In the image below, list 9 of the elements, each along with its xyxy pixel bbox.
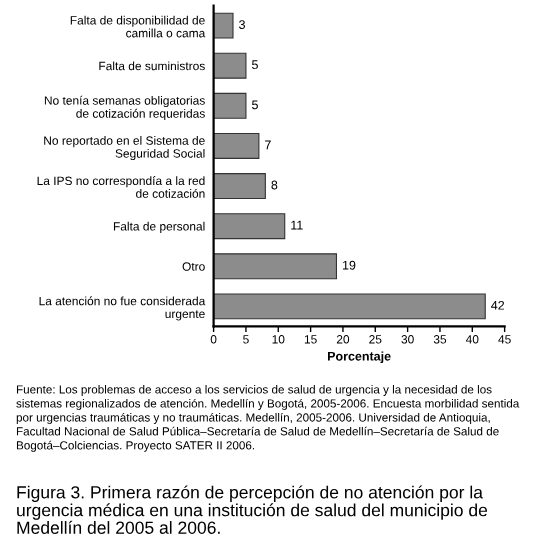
bar [213,132,260,159]
bar [213,173,266,200]
bar [213,293,486,320]
bar [213,52,247,79]
text: Figura 3. Primera razón de percepción de no atención por la urgencia médica en una institución de salud del municipio de Medellín del 2005 al 2006. [17,485,488,534]
bar [213,213,286,240]
bar [213,12,234,39]
bar [213,253,338,280]
bar [213,92,247,119]
